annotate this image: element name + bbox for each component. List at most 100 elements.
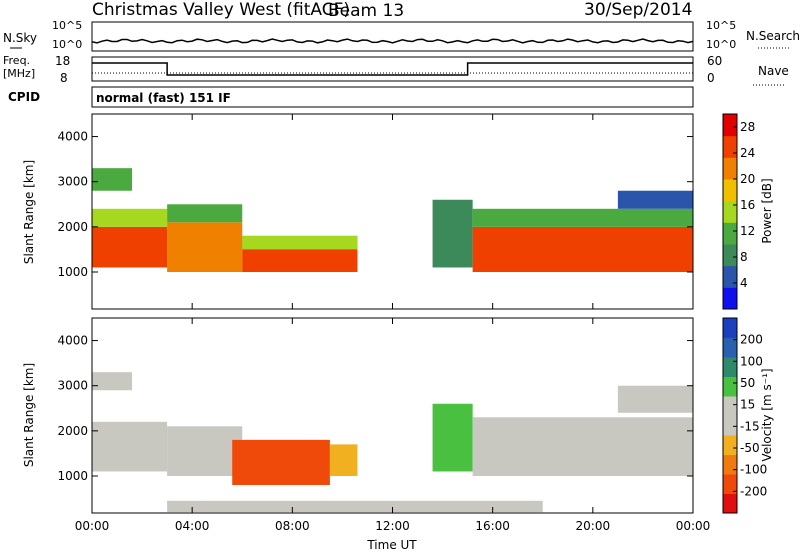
data-region-2 — [92, 168, 133, 191]
colorbar-swatch-8 — [723, 337, 737, 358]
velocity-x-axis: 00:00 04:00 08:00 12:00 16:00 20:00 00:00 — [75, 318, 711, 533]
colorbar-tick-label-4: 20 — [740, 172, 755, 186]
power-colorbar-label: Power [dB] — [760, 178, 774, 243]
nsky-lo-tick: 10^0 — [52, 38, 82, 51]
nsky-series-line — [91, 38, 694, 44]
power-y-axis: 1000 2000 3000 4000 — [57, 130, 693, 279]
data-region-8 — [472, 226, 693, 272]
colorbar-tick-label-0: 4 — [740, 276, 748, 290]
colorbar-swatch-6 — [723, 376, 737, 397]
nsearch-hi-tick: 10^5 — [706, 19, 736, 32]
colorbar-tick-label-2: 12 — [740, 224, 755, 238]
colorbar-swatch-5 — [723, 179, 737, 202]
nave-lo-tick: 0 — [707, 71, 715, 85]
colorbar-tick-label-1: 8 — [740, 250, 748, 264]
data-region-2 — [167, 426, 243, 476]
x-tick-label-2: 08:00 — [275, 519, 310, 533]
colorbar-tick-label-5: -50 — [740, 441, 760, 455]
nave-label: Nave — [758, 64, 789, 78]
power-colorbar: 4 8 12 16 20 24 28 — [722, 113, 755, 310]
station-title: Christmas Valley West (fitACF) — [92, 0, 350, 20]
nsearch-label: N.Search — [746, 29, 800, 43]
colorbar-tick-label-6: 28 — [740, 120, 755, 134]
x-tick-label-3: 12:00 — [375, 519, 410, 533]
cpid-panel: CPID normal (fast) 151 IF — [8, 86, 694, 108]
freq-panel: Freq. [MHz] 18 8 60 0 Nave — [3, 54, 789, 86]
cpid-frame — [91, 86, 694, 108]
x-tick-label-1: 04:00 — [175, 519, 210, 533]
colorbar-tick-label-5: 24 — [740, 146, 755, 160]
velocity-colorbar: 200 100 50 15 -15 -50 -100 -200 — [722, 317, 767, 514]
colorbar-tick-label-4: -15 — [740, 419, 760, 433]
colorbar-swatch-9 — [723, 318, 737, 338]
data-region-7 — [432, 199, 473, 268]
x-axis-label: Time UT — [366, 538, 417, 552]
freq-frame — [91, 56, 694, 82]
y-tick-label-2: 3000 — [57, 175, 88, 189]
x-tick-label-0: 00:00 — [75, 519, 110, 533]
colorbar-swatch-5 — [723, 396, 737, 416]
colorbar-swatch-6 — [723, 157, 737, 180]
data-region-8 — [167, 500, 543, 513]
data-region-4 — [167, 204, 243, 223]
y-tick-label-3: 4000 — [57, 130, 88, 144]
data-region-3 — [232, 439, 330, 486]
y-tick-label-1: 2000 — [57, 424, 88, 438]
y-tick-label-0: 1000 — [57, 265, 88, 279]
colorbar-tick-label-1: 100 — [740, 354, 763, 368]
colorbar-tick-label-3: 16 — [740, 198, 755, 212]
cpid-label: CPID — [8, 90, 40, 104]
nsky-frame — [91, 21, 694, 52]
data-region-4 — [329, 444, 358, 476]
power-data-regions — [92, 168, 693, 272]
data-region-5 — [432, 403, 473, 472]
data-region-10 — [617, 190, 693, 209]
x-tick-label-5: 20:00 — [576, 519, 611, 533]
power-panel: 1000 2000 3000 4000 Slant Range [km] 4 8 12 16… — [22, 113, 774, 310]
nsky-panel: N.Sky 10^5 10^0 10^5 10^0 N.Search — [3, 19, 800, 52]
velocity-y-axis: 1000 2000 3000 4000 — [57, 334, 693, 483]
freq-label-line1: Freq. — [3, 54, 30, 67]
data-region-6 — [242, 235, 358, 250]
velocity-data-regions — [92, 372, 693, 513]
date-label: 30/Sep/2014 — [584, 0, 692, 20]
colorbar-swatch-1 — [723, 265, 737, 288]
colorbar-swatch-4 — [723, 415, 737, 436]
velocity-y-axis-label: Slant Range [km] — [22, 363, 36, 467]
nave-hi-tick: 60 — [707, 54, 722, 68]
power-x-ticks — [91, 114, 694, 309]
data-region-3 — [167, 222, 243, 272]
colorbar-swatch-3 — [723, 435, 737, 455]
colorbar-swatch-2 — [723, 244, 737, 267]
colorbar-swatch-7 — [723, 135, 737, 158]
y-tick-label-3: 4000 — [57, 334, 88, 348]
colorbar-frame — [722, 317, 738, 514]
colorbar-tick-label-6: -100 — [740, 463, 767, 477]
y-tick-label-2: 3000 — [57, 379, 88, 393]
colorbar-frame — [722, 113, 738, 310]
data-region-1 — [92, 208, 168, 227]
x-tick-label-4: 16:00 — [475, 519, 510, 533]
colorbar-swatch-3 — [723, 222, 737, 245]
beam-label: Beam 13 — [328, 1, 404, 21]
colorbar-swatch-7 — [723, 357, 737, 377]
freq-lo-tick: 8 — [60, 71, 68, 85]
colorbar-tick-label-7: -200 — [740, 484, 767, 498]
power-y-axis-label: Slant Range [km] — [22, 160, 36, 264]
freq-label-line2: [MHz] — [3, 67, 35, 80]
velocity-plot-background — [92, 318, 693, 513]
velocity-colorbar-label: Velocity [m s⁻¹] — [760, 368, 774, 461]
colorbar-swatch-0 — [723, 287, 737, 310]
colorbar-swatch-2 — [723, 454, 737, 475]
colorbar-swatch-8 — [723, 114, 737, 137]
y-tick-label-0: 1000 — [57, 469, 88, 483]
colorbar-tick-label-3: 15 — [740, 398, 755, 412]
freq-hi-tick: 18 — [55, 54, 70, 68]
colorbar-swatch-0 — [723, 493, 737, 514]
colorbar-swatch-1 — [723, 474, 737, 494]
x-tick-label-6: 00:00 — [676, 519, 711, 533]
data-region-6 — [472, 417, 693, 476]
nsky-label: N.Sky — [3, 31, 37, 45]
